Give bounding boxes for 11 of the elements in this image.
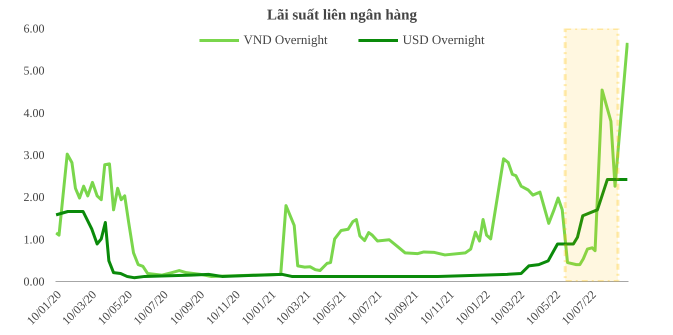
y-tick-label: 3.00 [24,148,44,162]
chart-title: Lãi suất liên ngân hàng [266,8,418,24]
y-tick-label: 0.00 [24,274,44,288]
y-tick-label: 4.00 [24,106,44,120]
legend-label: USD Overnight [402,32,485,48]
line-series [56,178,628,280]
y-tick-label: 1.00 [24,232,44,246]
y-tick-label: 6.00 [24,22,44,36]
y-tick-label: 5.00 [24,64,44,78]
legend-label: VND Overnight [243,32,328,48]
y-tick-label: 2.00 [24,190,44,204]
